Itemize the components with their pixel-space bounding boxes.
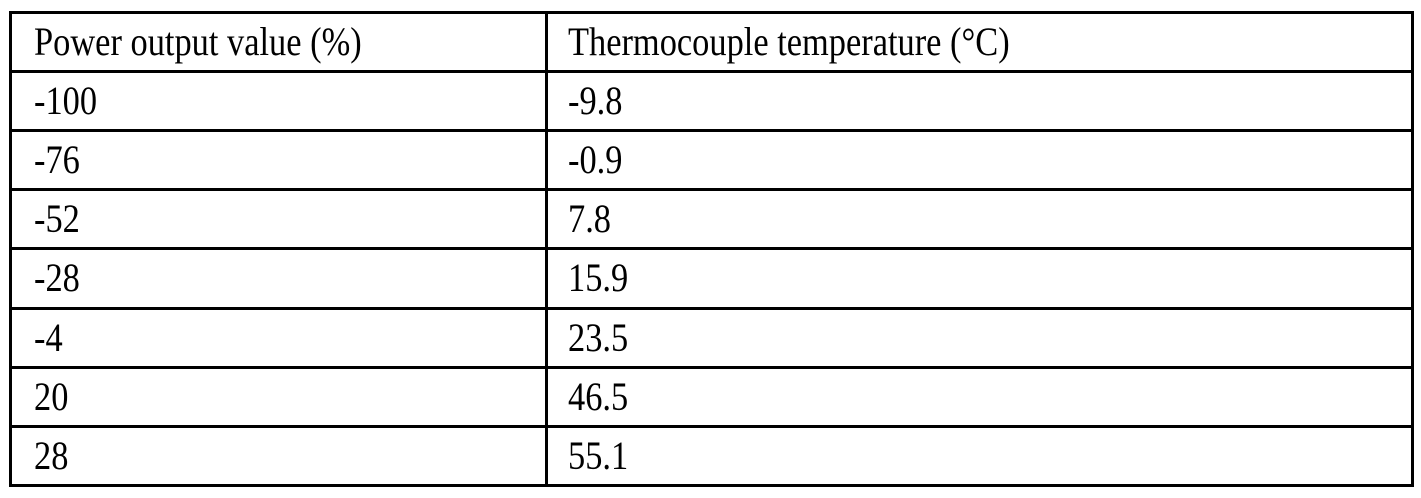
power-output-cell: -100 (11, 72, 547, 131)
header-thermocouple-temperature: Thermocouple temperature (°C) (547, 13, 1413, 72)
header-power-output-label: Power output value (%) (34, 22, 362, 62)
power-output-value: -28 (34, 258, 80, 298)
temperature-value: 55.1 (568, 436, 628, 476)
temperature-cell: -0.9 (547, 131, 1413, 190)
power-output-value: -76 (34, 140, 80, 180)
power-output-value: -52 (34, 199, 80, 239)
table-row: -4 23.5 (11, 308, 1413, 367)
table-row: -76 -0.9 (11, 131, 1413, 190)
table-header-row: Power output value (%) Thermocouple temp… (11, 13, 1413, 72)
power-output-cell: -28 (11, 249, 547, 308)
temperature-value: -9.8 (568, 81, 622, 121)
power-output-cell: 28 (11, 426, 547, 485)
table-row: -28 15.9 (11, 249, 1413, 308)
power-output-cell: -76 (11, 131, 547, 190)
temperature-value: 15.9 (568, 258, 628, 298)
table-row: -52 7.8 (11, 190, 1413, 249)
temperature-value: 46.5 (568, 377, 628, 417)
table-row: 28 55.1 (11, 426, 1413, 485)
power-output-cell: -4 (11, 308, 547, 367)
power-output-cell: -52 (11, 190, 547, 249)
power-output-value: -100 (34, 81, 97, 121)
temperature-cell: 7.8 (547, 190, 1413, 249)
temperature-value: 7.8 (568, 199, 611, 239)
power-output-cell: 20 (11, 367, 547, 426)
temperature-value: -0.9 (568, 140, 622, 180)
header-thermocouple-temperature-label: Thermocouple temperature (°C) (568, 22, 1010, 62)
temperature-cell: 46.5 (547, 367, 1413, 426)
power-temperature-table: Power output value (%) Thermocouple temp… (9, 11, 1414, 487)
table-row: 20 46.5 (11, 367, 1413, 426)
power-output-value: -4 (34, 318, 63, 358)
temperature-cell: -9.8 (547, 72, 1413, 131)
power-output-value: 28 (34, 436, 68, 476)
temperature-value: 23.5 (568, 318, 628, 358)
power-output-value: 20 (34, 377, 68, 417)
temperature-cell: 23.5 (547, 308, 1413, 367)
header-power-output: Power output value (%) (11, 13, 547, 72)
table-row: -100 -9.8 (11, 72, 1413, 131)
temperature-cell: 55.1 (547, 426, 1413, 485)
temperature-cell: 15.9 (547, 249, 1413, 308)
